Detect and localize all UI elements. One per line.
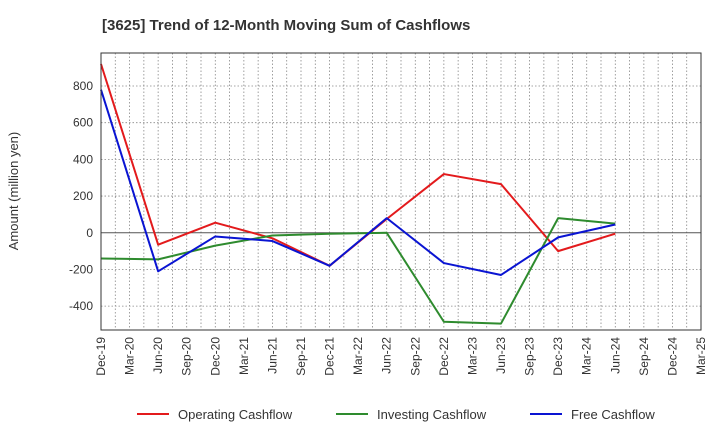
- grid: [101, 53, 701, 330]
- x-tick-label: Sep-23: [523, 337, 537, 376]
- x-tick-label: Dec-23: [551, 337, 565, 376]
- y-tick-label: -400: [69, 299, 93, 313]
- x-tick-label: Mar-25: [694, 337, 708, 375]
- x-tick-label: Mar-21: [237, 337, 251, 375]
- legend: Operating Cashflow Investing Cashflow Free…: [137, 407, 655, 422]
- x-tick-labels: Dec-19 Mar-20 Jun-20 Sep-20 Dec-20 Mar-21 Jun-…: [94, 337, 708, 376]
- x-tick-label: Sep-22: [408, 337, 422, 376]
- y-tick-label: 0: [86, 226, 93, 240]
- y-tick-label: 200: [73, 189, 93, 203]
- y-tick-labels: 800 600 400 200 0 -200 -400: [69, 79, 93, 313]
- x-tick-label: Jun-22: [380, 337, 394, 374]
- y-tick-label: 800: [73, 79, 93, 93]
- x-tick-label: Mar-20: [123, 337, 137, 375]
- x-tick-label: Dec-19: [94, 337, 108, 376]
- x-tick-label: Dec-22: [437, 337, 451, 376]
- y-tick-label: 600: [73, 116, 93, 130]
- chart-title: [3625] Trend of 12-Month Moving Sum of C…: [102, 17, 470, 34]
- series-line-free-cashflow: [100, 89, 616, 276]
- legend-label: Operating Cashflow: [178, 407, 293, 422]
- x-tick-label: Mar-22: [351, 337, 365, 375]
- x-tick-label: Mar-23: [465, 337, 479, 375]
- x-tick-label: Jun-23: [494, 337, 508, 374]
- x-tick-label: Jun-21: [265, 337, 279, 374]
- y-tick-label: -200: [69, 262, 93, 276]
- y-axis-label: Amount (million yen): [6, 132, 21, 251]
- x-tick-label: Sep-21: [294, 337, 308, 376]
- x-tick-label: Jun-24: [608, 337, 622, 374]
- x-tick-label: Sep-24: [637, 337, 651, 376]
- x-tick-label: Dec-24: [665, 337, 679, 376]
- x-tick-label: Dec-21: [323, 337, 337, 376]
- y-tick-label: 400: [73, 152, 93, 166]
- x-tick-label: Jun-20: [151, 337, 165, 374]
- legend-label: Free Cashflow: [571, 407, 655, 422]
- x-tick-label: Mar-24: [580, 337, 594, 375]
- x-tick-label: Dec-20: [208, 337, 222, 376]
- series-lines: [100, 63, 616, 325]
- x-tick-label: Sep-20: [180, 337, 194, 376]
- series-line-investing-cashflow: [100, 217, 616, 325]
- legend-label: Investing Cashflow: [377, 407, 487, 422]
- plot-frame: [100, 52, 702, 331]
